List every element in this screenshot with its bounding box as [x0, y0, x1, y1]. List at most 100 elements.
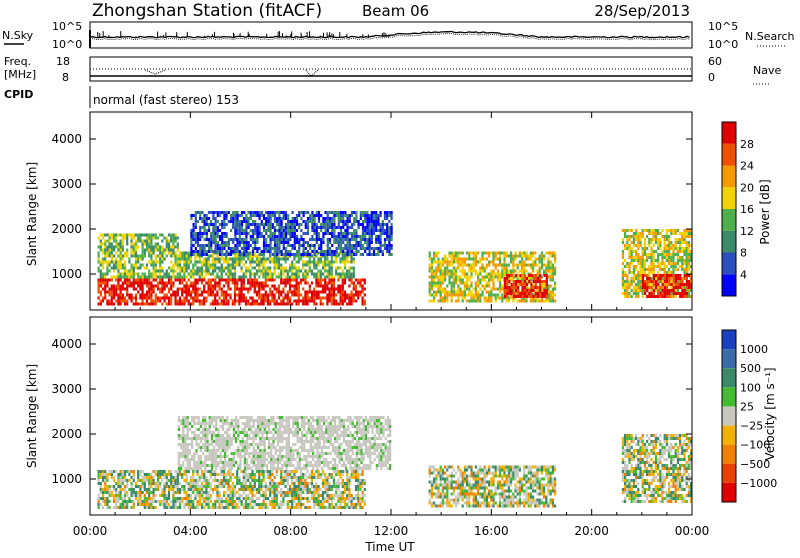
- range-cell: [179, 497, 181, 500]
- range-cell: [177, 488, 179, 491]
- range-cell: [353, 282, 355, 285]
- range-cell: [168, 497, 170, 500]
- range-cell: [214, 476, 216, 479]
- range-cell: [181, 500, 183, 503]
- range-cell: [258, 261, 260, 264]
- range-cell: [100, 303, 102, 306]
- range-cell: [315, 297, 317, 300]
- range-cell: [190, 258, 192, 261]
- range-cell: [541, 295, 543, 298]
- range-cell: [307, 217, 309, 220]
- range-cell: [653, 244, 655, 247]
- range-cell: [172, 485, 174, 488]
- range-cell: [435, 267, 437, 270]
- range-cell: [159, 252, 161, 255]
- range-cell: [303, 244, 305, 247]
- range-cell: [514, 264, 516, 267]
- range-cell: [104, 470, 106, 473]
- range-cell: [192, 288, 194, 291]
- range-cell: [216, 282, 218, 285]
- range-cell: [208, 282, 210, 285]
- range-cell: [455, 255, 457, 258]
- range-cell: [298, 288, 300, 291]
- range-cell: [444, 258, 446, 261]
- range-cell: [263, 285, 265, 288]
- range-cell: [179, 276, 181, 279]
- range-cell: [437, 288, 439, 291]
- range-cell: [247, 488, 249, 491]
- range-cell: [552, 288, 554, 291]
- range-cell: [274, 232, 276, 235]
- range-cell: [462, 282, 464, 285]
- range-cell: [208, 288, 210, 291]
- range-cell: [477, 300, 479, 303]
- range-cell: [150, 237, 152, 240]
- range-cell: [536, 258, 538, 261]
- range-cell: [126, 470, 128, 473]
- range-cell: [214, 503, 216, 506]
- range-cell: [241, 232, 243, 235]
- range-cell: [635, 229, 637, 232]
- range-cell: [135, 494, 137, 497]
- range-cell: [109, 473, 111, 476]
- range-cell: [159, 246, 161, 249]
- range-cell: [637, 262, 639, 265]
- range-cell: [155, 279, 157, 282]
- range-cell: [366, 244, 368, 247]
- range-cell: [655, 232, 657, 235]
- range-cell: [175, 234, 177, 237]
- range-cell: [267, 226, 269, 229]
- range-cell: [501, 285, 503, 288]
- range-cell: [355, 279, 357, 282]
- range-cell: [183, 473, 185, 476]
- range-cell: [168, 246, 170, 249]
- range-cell: [327, 223, 329, 226]
- range-cell: [274, 267, 276, 270]
- range-cell: [272, 211, 274, 214]
- range-cell: [128, 297, 130, 300]
- range-cell: [109, 243, 111, 246]
- range-cell: [435, 252, 437, 255]
- range-cell: [673, 274, 675, 277]
- range-cell: [344, 214, 346, 217]
- range-cell: [336, 250, 338, 253]
- range-cell: [100, 291, 102, 294]
- range-cell: [241, 258, 243, 261]
- range-cell: [637, 277, 639, 280]
- range-cell: [513, 295, 515, 298]
- range-cell: [353, 235, 355, 238]
- range-cell: [462, 300, 464, 303]
- range-cell: [166, 297, 168, 300]
- range-cell: [276, 217, 278, 220]
- range-cell: [622, 268, 624, 271]
- range-cell: [468, 288, 470, 291]
- range-cell: [539, 267, 541, 270]
- range-cell: [653, 295, 655, 298]
- range-cell: [210, 294, 212, 297]
- range-cell: [329, 273, 331, 276]
- range-cell: [635, 286, 637, 289]
- range-cell: [666, 256, 668, 259]
- range-cell: [490, 276, 492, 279]
- range-cell: [666, 283, 668, 286]
- range-cell: [230, 500, 232, 503]
- range-cell: [135, 282, 137, 285]
- range-cell: [111, 485, 113, 488]
- range-cell: [631, 289, 633, 292]
- range-cell: [170, 279, 172, 282]
- range-cell: [508, 264, 510, 267]
- range-cell: [161, 255, 163, 258]
- range-cell: [188, 291, 190, 294]
- range-cell: [263, 261, 265, 264]
- range-cell: [282, 282, 284, 285]
- range-cell: [208, 497, 210, 500]
- range-cell: [644, 247, 646, 250]
- range-cell: [375, 235, 377, 238]
- range-cell: [672, 232, 674, 235]
- range-cell: [243, 217, 245, 220]
- range-cell: [133, 488, 135, 491]
- range-cell: [285, 276, 287, 279]
- range-cell: [259, 217, 261, 220]
- range-cell: [122, 282, 124, 285]
